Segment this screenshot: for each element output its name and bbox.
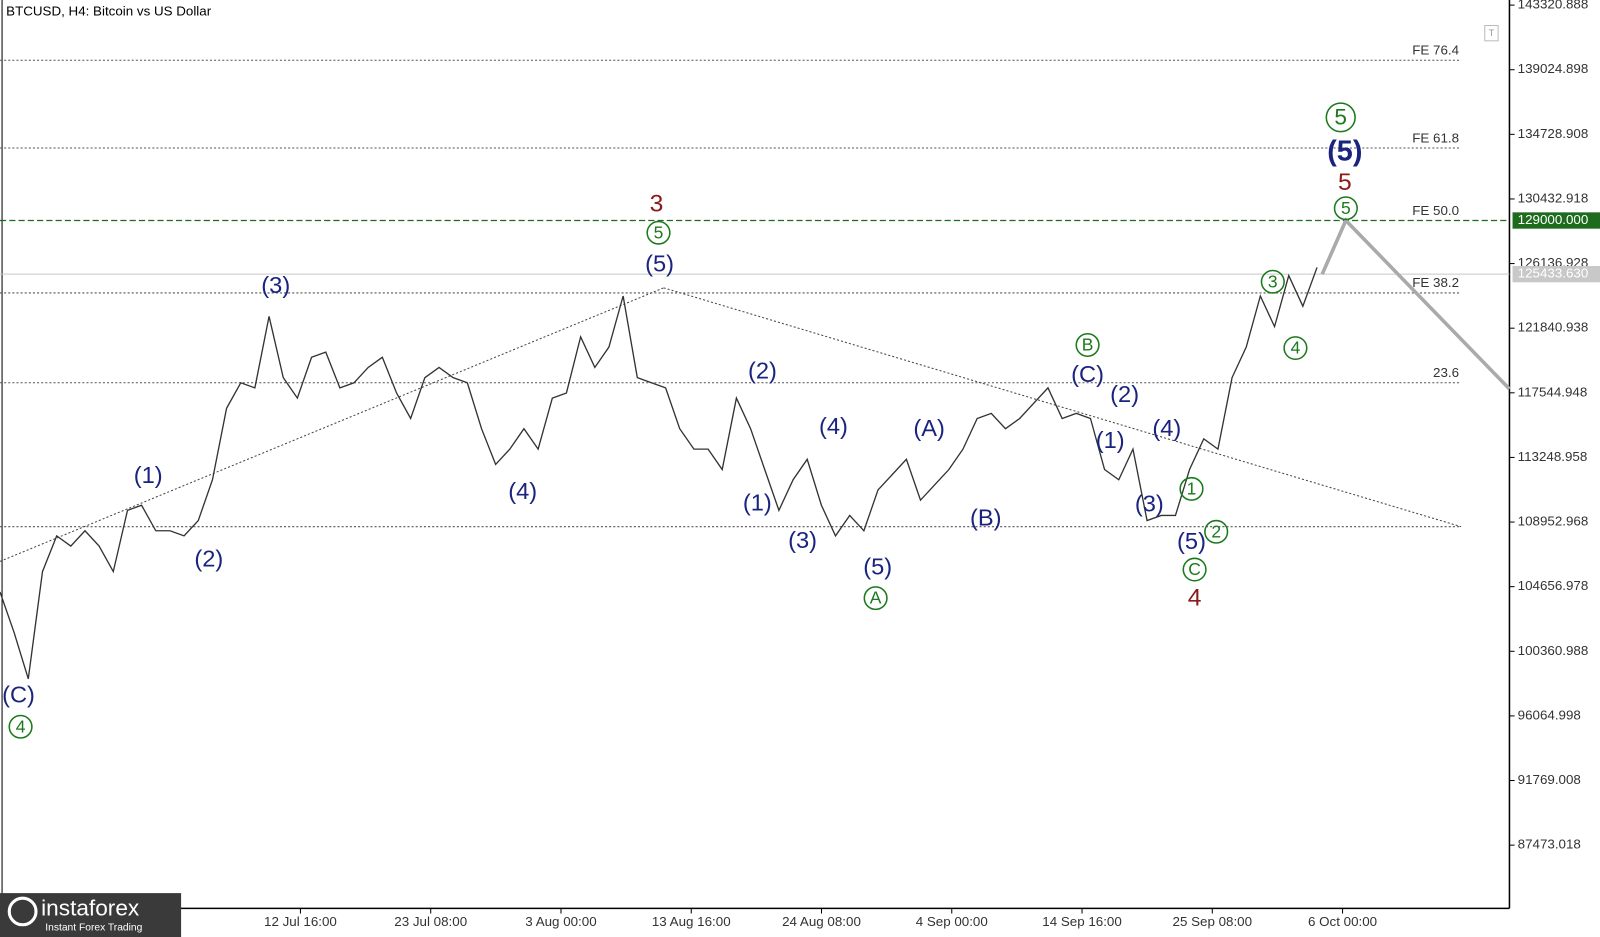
x-tick-label: 6 Oct 00:00	[1308, 914, 1377, 929]
y-tick-label: 108952.968	[1518, 514, 1589, 529]
wave-label: (3)	[261, 272, 290, 298]
fib-label: FE 38.2	[1412, 275, 1459, 290]
wave-label: 5	[1334, 104, 1347, 129]
price-label: 125433.630	[1518, 266, 1589, 281]
wave-label: (B)	[970, 505, 1002, 531]
toolbar-icon[interactable]	[1484, 25, 1499, 42]
fib-label: FE 61.8	[1412, 130, 1459, 145]
y-tick-label: 96064.998	[1518, 707, 1581, 722]
x-tick-label: 14 Sep 16:00	[1042, 914, 1122, 929]
logo-icon	[7, 896, 38, 927]
wave-label: (4)	[1152, 415, 1181, 441]
y-tick-label: 104656.978	[1518, 578, 1589, 593]
fib-label: FE 76.4	[1412, 43, 1459, 58]
wave-label: (1)	[743, 490, 772, 516]
wave-circle	[1333, 196, 1358, 221]
wave-label: (C)	[2, 681, 35, 707]
y-tick-label: 117544.948	[1518, 384, 1588, 399]
y-tick-label: 87473.018	[1518, 837, 1581, 852]
wave-label: (2)	[748, 358, 777, 384]
y-tick-label: 139024.898	[1518, 61, 1589, 76]
wave-label: (2)	[1110, 381, 1139, 407]
wave-label: 3	[650, 191, 664, 218]
x-tick-label: 3 Aug 00:00	[525, 914, 596, 929]
wave-circle	[1283, 336, 1308, 361]
wave-label: 5	[1341, 198, 1351, 218]
fib-label: 23.6	[1433, 365, 1459, 380]
wave-label: (3)	[1135, 491, 1164, 517]
trend-line	[663, 287, 1462, 528]
wave-label: 1	[1187, 479, 1197, 499]
wave-label: 4	[1291, 338, 1301, 358]
logo-tagline: Instant Forex Trading	[45, 923, 142, 934]
price-line	[0, 267, 1318, 679]
wave-label: 5	[1338, 169, 1352, 196]
wave-label: (C)	[1071, 361, 1104, 387]
wave-label: (5)	[863, 554, 892, 580]
wave-label: (1)	[1096, 427, 1125, 453]
y-tick-label: 143320.888	[1518, 0, 1589, 12]
price-label-box	[1512, 212, 1600, 229]
wave-label: 5	[654, 222, 664, 242]
toolbar-icon-glyph: T	[1489, 28, 1495, 38]
wave-label: C	[1188, 559, 1201, 579]
wave-circle	[1204, 519, 1229, 544]
x-tick-label: 25 Sep 08:00	[1173, 914, 1253, 929]
wave-circle	[1325, 102, 1356, 133]
wave-label: (A)	[913, 415, 945, 441]
logo-name: instaforex	[41, 895, 140, 920]
x-tick-label: 24 Aug 08:00	[782, 914, 861, 929]
wave-label: (4)	[819, 413, 848, 439]
y-tick-label: 113248.958	[1518, 449, 1588, 464]
y-tick-label: 130432.918	[1518, 191, 1589, 206]
chart-title: BTCUSD, H4: Bitcoin vs US Dollar	[6, 4, 212, 19]
wave-label: (5)	[645, 251, 674, 277]
wave-circle	[1075, 333, 1100, 357]
wave-label: B	[1082, 335, 1094, 355]
wave-label: (5)	[1327, 136, 1362, 168]
y-tick-label: 91769.008	[1518, 772, 1581, 787]
x-tick-label: 23 Jul 08:00	[394, 914, 467, 929]
wave-label: (5)	[1177, 528, 1206, 554]
x-tick-label: 13 Aug 16:00	[652, 914, 731, 929]
trend-line	[0, 287, 664, 562]
wave-label: 3	[1268, 271, 1278, 291]
wave-label: (2)	[194, 546, 223, 572]
wave-label: (3)	[788, 527, 817, 553]
price-label-box	[1512, 265, 1600, 283]
wave-label: (1)	[134, 462, 163, 488]
wave-label: 2	[1211, 521, 1221, 541]
wave-label: 4	[1188, 585, 1202, 612]
y-tick-label: 100360.988	[1518, 643, 1589, 658]
wave-circle	[8, 714, 33, 739]
wave-label: (4)	[508, 478, 537, 504]
x-tick-label: 4 Sep 00:00	[916, 914, 988, 929]
projection	[1320, 217, 1511, 391]
y-tick-label: 121840.938	[1518, 320, 1589, 335]
wave-circle	[863, 586, 888, 611]
x-tick-label: 12 Jul 16:00	[264, 914, 337, 929]
wave-circle	[1182, 557, 1207, 582]
price-label: 129000.000	[1518, 212, 1589, 227]
wave-label: 4	[16, 716, 26, 736]
wave-label: A	[870, 588, 882, 608]
fib-label: FE 50.0	[1412, 203, 1459, 218]
wave-circle	[646, 220, 671, 245]
y-tick-label: 134728.908	[1518, 126, 1589, 141]
wave-circle	[1260, 269, 1285, 294]
wave-circle	[1179, 476, 1204, 501]
